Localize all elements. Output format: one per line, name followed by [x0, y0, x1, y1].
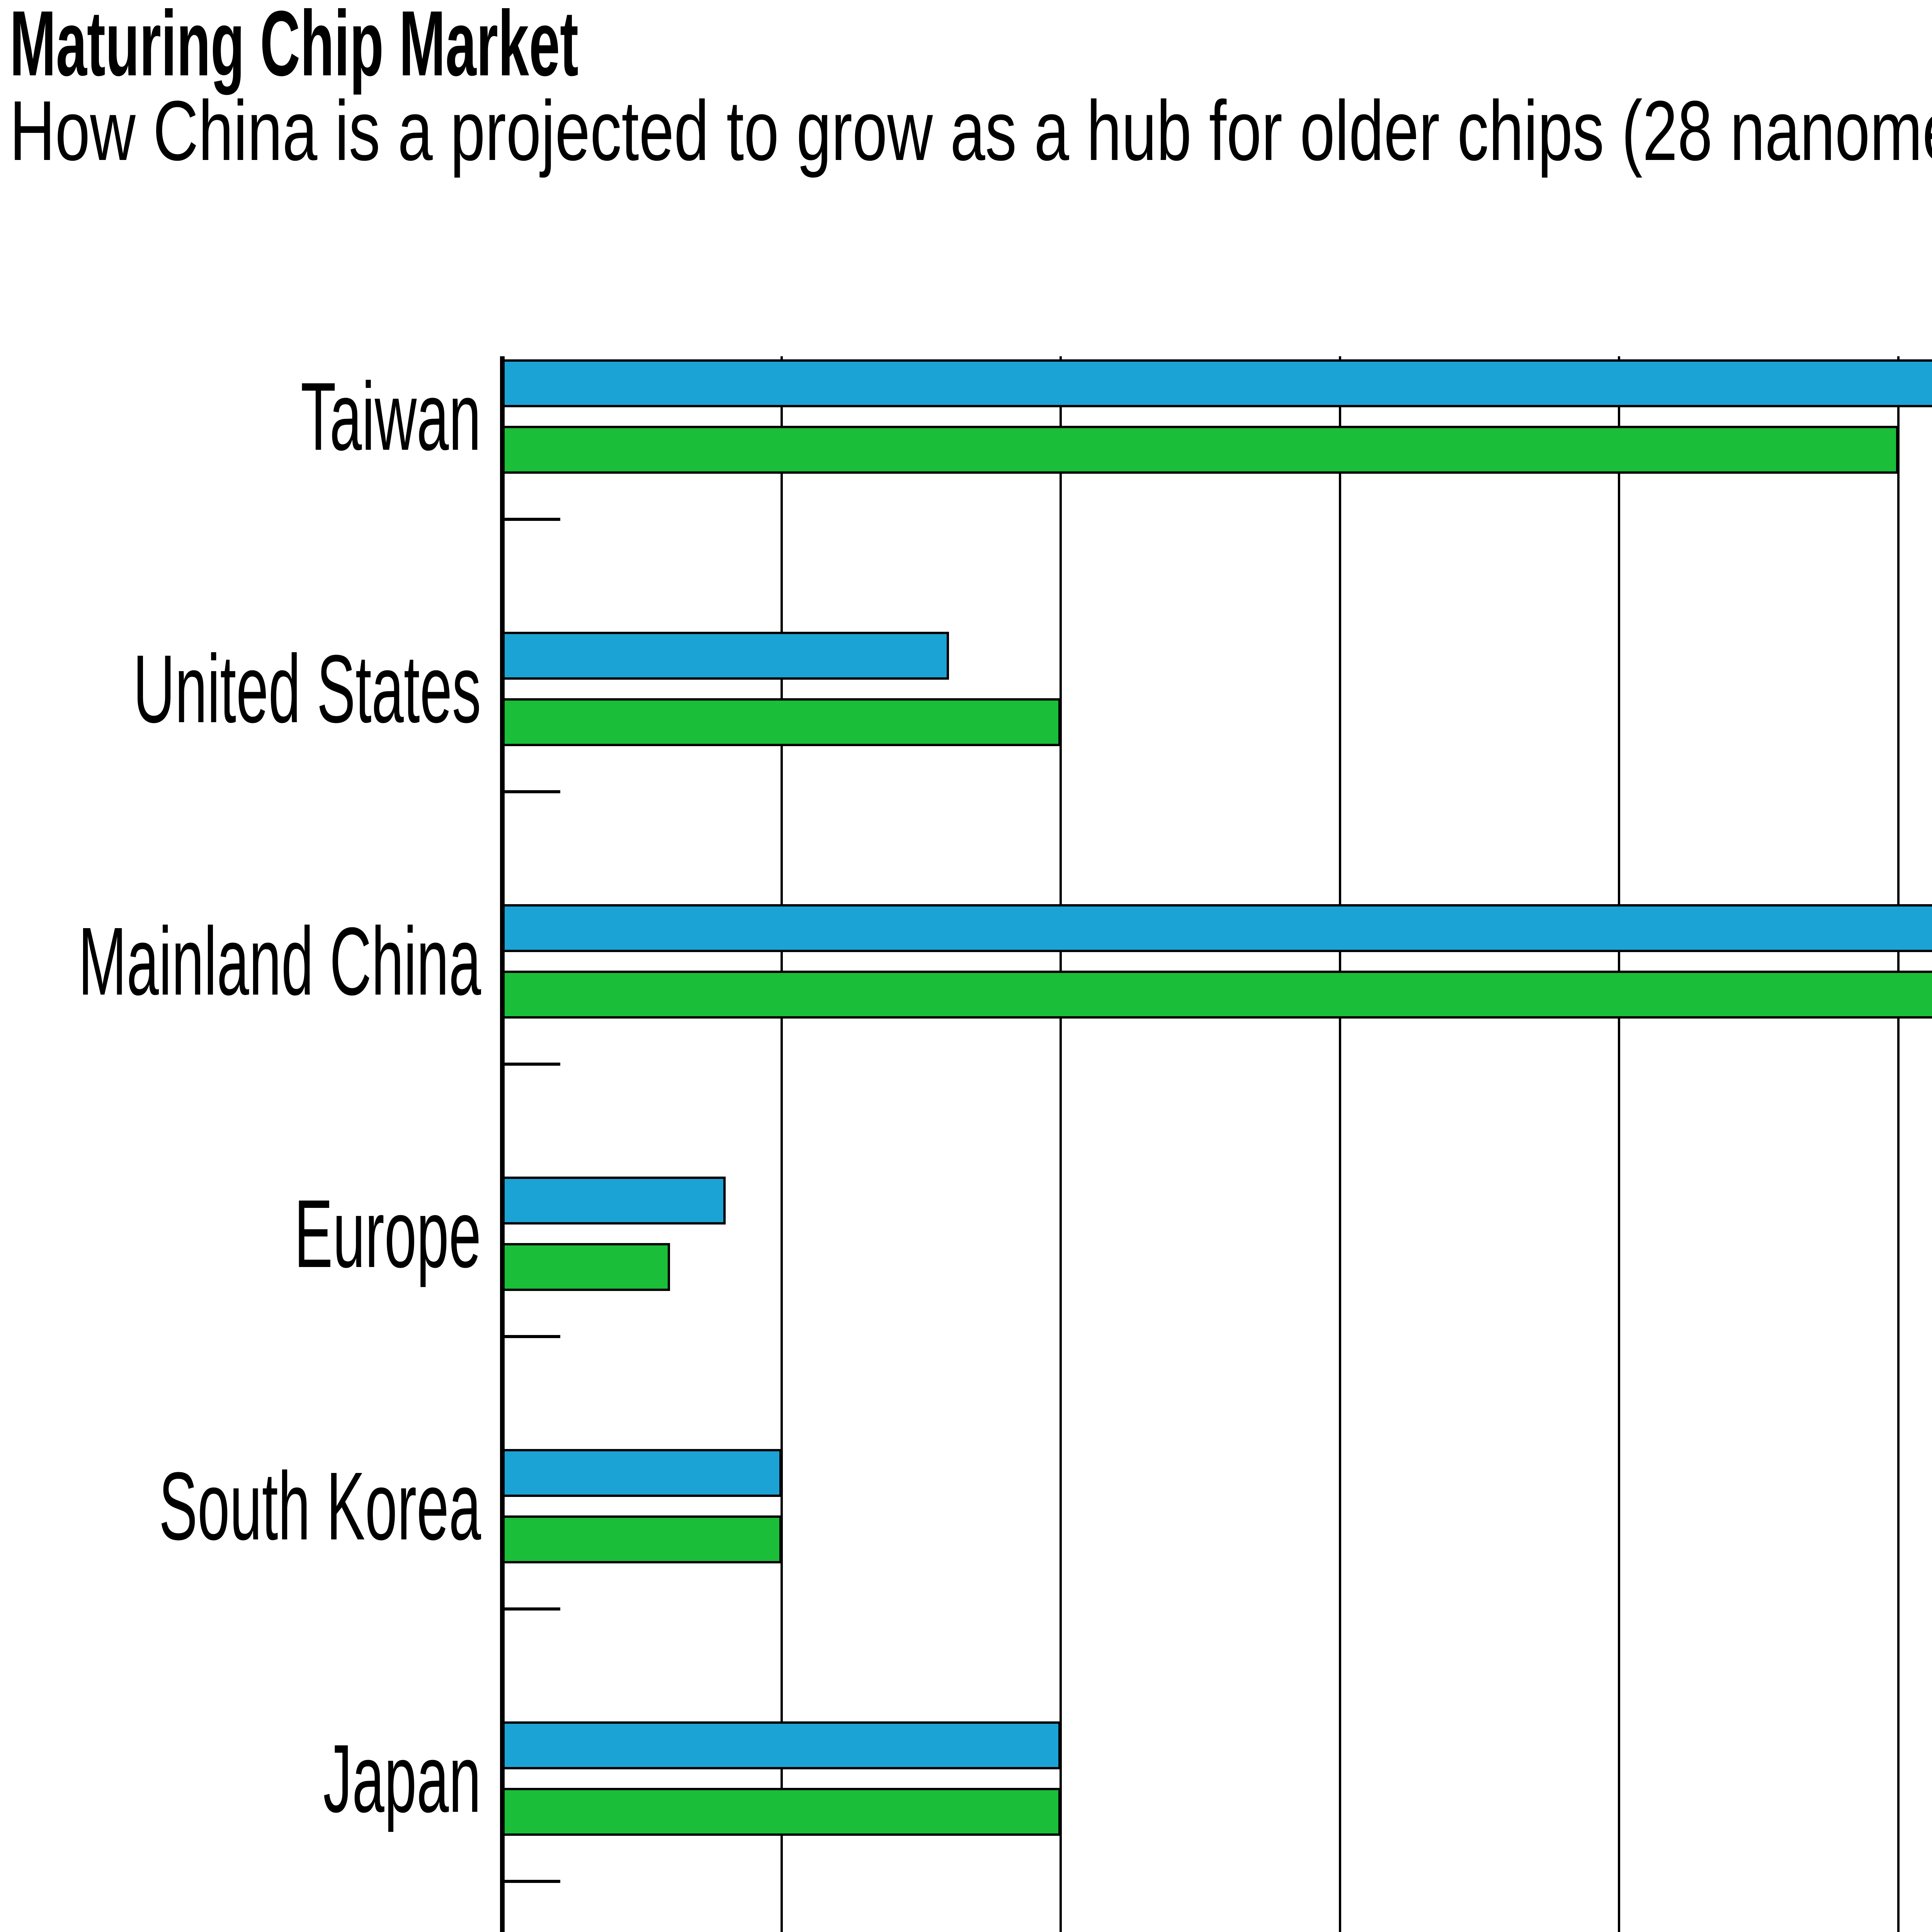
chart-subtitle: How China is a projected to grow as a hu…: [10, 83, 1932, 178]
bar-united-states-2022: [502, 632, 949, 680]
category-label-europe: Europe: [294, 1180, 481, 1287]
category-label-mainland-china: Mainland China: [78, 907, 481, 1015]
bar-mainland-china-2022: [502, 904, 1932, 952]
bar-south-korea-2022: [502, 1449, 782, 1497]
category-label-taiwan: Taiwan: [301, 362, 481, 470]
group-separator-tick-4: [502, 1335, 560, 1338]
bar-united-states-2032: [502, 698, 1061, 746]
category-label-south-korea: South Korea: [159, 1452, 481, 1560]
bar-europe-2022: [502, 1177, 726, 1225]
bar-japan-2022: [502, 1721, 1061, 1769]
bar-mainland-china-2032: [502, 971, 1932, 1019]
y-axis-line: [500, 356, 505, 1932]
category-label-japan: Japan: [323, 1725, 481, 1832]
category-label-united-states: United States: [133, 635, 481, 743]
bar-taiwan-2032: [502, 426, 1898, 474]
group-separator-tick-2: [502, 790, 560, 793]
chart-title: Maturing Chip Market: [10, 0, 579, 95]
gridline-x-5: [780, 356, 783, 1932]
bar-south-korea-2032: [502, 1515, 782, 1563]
gridline-x-25: [1897, 356, 1900, 1932]
group-separator-tick-1: [502, 518, 560, 521]
group-separator-tick-5: [502, 1607, 560, 1611]
gridline-x-10: [1060, 356, 1062, 1932]
bar-europe-2032: [502, 1243, 670, 1291]
gridline-x-15: [1338, 356, 1341, 1932]
group-separator-tick-3: [502, 1063, 560, 1066]
bar-japan-2032: [502, 1788, 1061, 1836]
group-separator-tick-6: [502, 1880, 560, 1883]
bar-taiwan-2022: [502, 359, 1932, 407]
gridline-x-20: [1618, 356, 1620, 1932]
